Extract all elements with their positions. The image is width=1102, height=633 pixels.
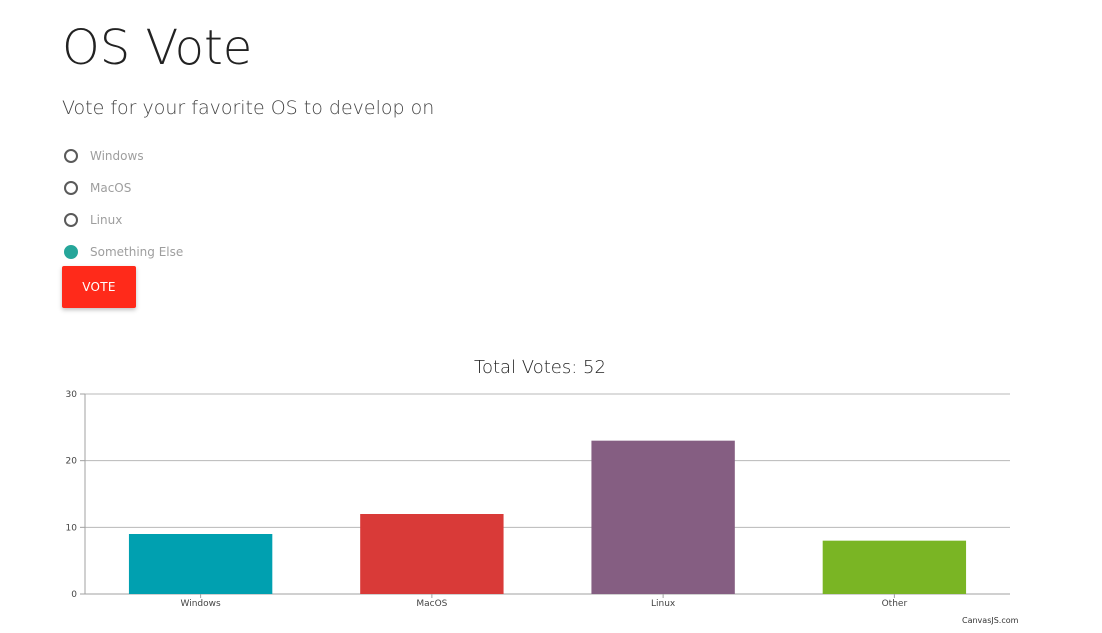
bar-macos bbox=[360, 514, 504, 594]
radio-label: Windows bbox=[90, 149, 144, 163]
y-tick-label: 20 bbox=[66, 457, 78, 467]
x-tick-label: Windows bbox=[181, 599, 221, 609]
radio-label: Something Else bbox=[90, 245, 184, 259]
radio-button-selected[interactable] bbox=[64, 245, 78, 259]
page-subtitle: Vote for your favorite OS to develop on bbox=[62, 97, 435, 119]
y-tick-label: 30 bbox=[66, 390, 78, 400]
radio-button[interactable] bbox=[64, 149, 78, 163]
vote-bar-chart: 0 10 20 30 Windows MacOS Linux Other bbox=[66, 390, 1010, 609]
bar-linux bbox=[591, 440, 735, 594]
radio-label: Linux bbox=[90, 213, 123, 227]
radio-option-something-else[interactable]: Something Else bbox=[64, 236, 183, 268]
bar-other bbox=[822, 540, 967, 594]
x-tick-label: MacOS bbox=[416, 599, 447, 609]
radio-button[interactable] bbox=[64, 213, 78, 227]
y-tick-label: 10 bbox=[66, 523, 78, 533]
radio-label: MacOS bbox=[90, 181, 132, 195]
page-title: OS Vote bbox=[62, 20, 253, 76]
vote-button[interactable]: VOTE bbox=[62, 266, 136, 308]
chart-credit-link[interactable]: CanvasJS.com bbox=[962, 616, 1019, 625]
chart-title: Total Votes: 52 bbox=[474, 357, 606, 378]
os-radio-group: Windows MacOS Linux Something Else bbox=[64, 140, 183, 268]
radio-option-linux[interactable]: Linux bbox=[64, 204, 183, 236]
x-tick-label: Other bbox=[882, 599, 908, 609]
radio-button[interactable] bbox=[64, 181, 78, 195]
radio-option-windows[interactable]: Windows bbox=[64, 140, 183, 172]
y-tick-label: 0 bbox=[71, 590, 77, 600]
bar-windows bbox=[128, 534, 273, 594]
x-tick-label: Linux bbox=[651, 599, 676, 609]
radio-option-macos[interactable]: MacOS bbox=[64, 172, 183, 204]
